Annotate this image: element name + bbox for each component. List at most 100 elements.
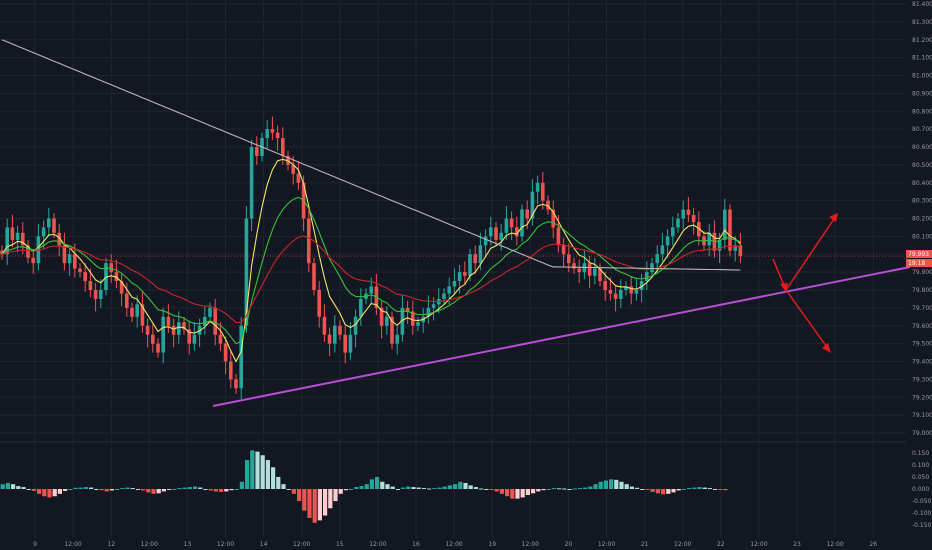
histogram-bar	[401, 487, 406, 489]
candle-body	[707, 232, 711, 246]
histogram-bar	[135, 489, 140, 490]
candle-body	[546, 200, 550, 210]
candle-body	[660, 245, 665, 255]
candle-body	[619, 290, 623, 299]
histogram-bar	[411, 487, 416, 489]
candle-body	[489, 227, 493, 237]
price-tick: 81.000	[912, 73, 932, 80]
histogram-bar	[666, 489, 671, 494]
ema-mid-line	[1, 196, 741, 345]
histogram-bar	[395, 489, 400, 490]
candle-body	[88, 281, 93, 290]
candle-body	[556, 227, 561, 246]
candle-body	[359, 298, 363, 317]
price-tick: 80.700	[912, 126, 932, 133]
arrowhead-down	[822, 343, 831, 353]
candle-body	[99, 290, 103, 299]
histogram-bar	[354, 487, 359, 489]
histogram-bar	[458, 481, 463, 489]
histogram-bar	[494, 489, 499, 492]
candle-body	[655, 254, 659, 264]
price-tick: 79.500	[912, 341, 932, 348]
histogram-bar	[359, 486, 364, 489]
time-tick: 12:00	[598, 541, 615, 548]
candle-body	[333, 325, 337, 344]
histogram-bar	[546, 489, 551, 490]
histogram-bar	[390, 486, 395, 489]
histogram-bar	[557, 488, 562, 490]
oscillator-pane[interactable]	[0, 450, 728, 523]
histogram-bar	[468, 485, 473, 489]
candle-body	[218, 334, 223, 344]
time-tick: 12:00	[369, 541, 386, 548]
time-tick: 12:00	[522, 541, 539, 548]
candle-body	[203, 316, 207, 326]
histogram-bar	[208, 489, 213, 491]
candle-body	[645, 272, 649, 282]
candle-body	[691, 214, 696, 223]
price-tick: 80.600	[912, 144, 932, 151]
histogram-bar	[11, 484, 16, 489]
trendline[interactable]	[212, 266, 911, 407]
candle-body	[561, 245, 566, 255]
price-tick: 80.100	[912, 233, 932, 240]
candle-body	[447, 286, 451, 294]
histogram-bar	[489, 489, 494, 490]
candle-body	[395, 334, 399, 344]
histogram-bar	[281, 484, 286, 489]
histogram-bar	[187, 487, 192, 489]
candle-body	[322, 316, 327, 335]
candle-body	[369, 286, 373, 294]
candle-body	[567, 254, 571, 264]
candle-body	[10, 227, 15, 240]
histogram-bar	[42, 489, 47, 497]
candle-body	[317, 290, 321, 317]
time-tick: 21	[641, 541, 649, 548]
candle-body	[177, 322, 181, 335]
candle-body	[93, 290, 98, 299]
histogram-bar	[291, 489, 296, 494]
histogram-bar	[505, 489, 510, 497]
histogram-bar	[427, 488, 432, 490]
histogram-bar	[250, 450, 255, 489]
histogram-bar	[125, 487, 130, 489]
histogram-bar	[718, 489, 723, 490]
candle-body	[504, 218, 509, 233]
time-tick: 23	[793, 541, 801, 548]
candle-body	[182, 322, 186, 330]
histogram-bar	[536, 489, 541, 492]
osc-tick: 0.150	[912, 450, 929, 457]
price-axis[interactable]: 81.400 81.300 81.200 81.100 81.000 80.900 80.8…	[912, 1, 932, 437]
candle-body	[697, 222, 701, 237]
histogram-bar	[229, 489, 234, 491]
time-tick: 14	[260, 541, 268, 548]
histogram-bar	[146, 489, 151, 493]
candle-body	[478, 245, 483, 264]
candle-body	[405, 307, 410, 312]
histogram-bar	[312, 489, 317, 523]
histogram-bar	[499, 489, 504, 494]
histogram-bar	[380, 481, 385, 489]
histogram-bar	[21, 487, 26, 489]
time-tick: 20	[565, 541, 573, 548]
histogram-bar	[151, 489, 156, 494]
candle-body	[130, 307, 134, 317]
candle-body	[62, 245, 67, 264]
histogram-bar	[416, 487, 421, 489]
candle-body	[36, 236, 41, 264]
price-pane[interactable]	[0, 39, 911, 407]
histogram-bar	[255, 451, 260, 489]
histogram-bar	[520, 489, 525, 498]
oscillator-axis[interactable]: 0.150 0.100 0.050 0.000 -0.050 -0.100 -0.150	[912, 450, 932, 529]
time-tick: 12:00	[141, 541, 158, 548]
candle-body	[47, 218, 51, 228]
time-tick: 22	[717, 541, 725, 548]
candle-body	[541, 182, 545, 201]
histogram-bar	[203, 489, 208, 490]
histogram-bar	[619, 481, 624, 489]
price-tick: 80.900	[912, 90, 932, 97]
time-axis[interactable]: 9 12:00 12 12:00 13 12:00 14 12:00 15 12:00 16 12:0…	[33, 541, 877, 548]
histogram-bar	[635, 487, 640, 489]
